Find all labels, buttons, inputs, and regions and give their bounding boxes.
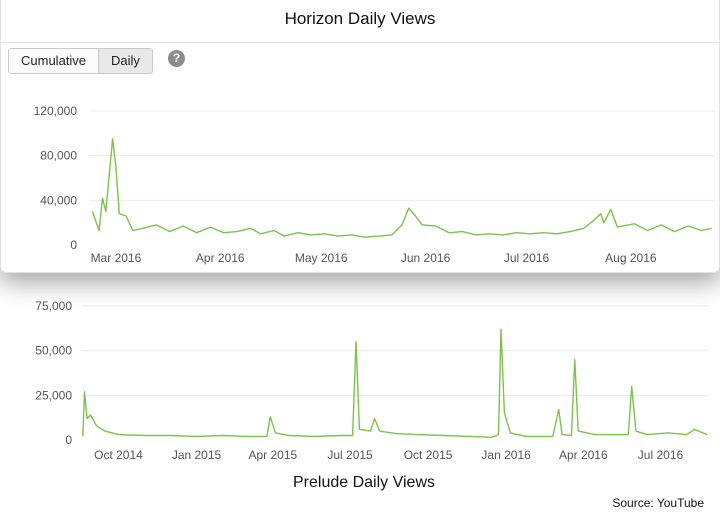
chart-title-prelude: Prelude Daily Views xyxy=(293,474,435,491)
horizon-ytick-label: 0 xyxy=(70,238,77,252)
chart-title-horizon: Horizon Daily Views xyxy=(284,9,436,28)
prelude-xtick-label: Jul 2016 xyxy=(638,448,684,462)
prelude-xtick-label: Jan 2015 xyxy=(172,448,222,462)
tab-daily[interactable]: Daily xyxy=(98,49,152,73)
view-toggle: Cumulative Daily xyxy=(8,48,153,74)
prelude-xtick-label: Oct 2015 xyxy=(404,448,453,462)
horizon-ytick-label: 40,000 xyxy=(40,193,77,207)
source-credit: Source: YouTube xyxy=(612,496,704,510)
prelude-ytick-label: 0 xyxy=(65,433,72,447)
horizon-xtick-label: May 2016 xyxy=(295,251,348,265)
horizon-xtick-label: Mar 2016 xyxy=(91,251,142,265)
prelude-ytick-label: 75,000 xyxy=(35,299,72,313)
prelude-ytick-label: 25,000 xyxy=(35,388,72,402)
prelude-xtick-label: Oct 2014 xyxy=(94,448,143,462)
prelude-xtick-label: Jul 2015 xyxy=(327,448,373,462)
prelude-xtick-label: Apr 2016 xyxy=(559,448,608,462)
horizon-chart-panel: Horizon Daily Views Cumulative Daily ? 0… xyxy=(0,0,720,273)
prelude-xtick-label: Apr 2015 xyxy=(249,448,298,462)
title-divider xyxy=(1,42,719,43)
horizon-xtick-label: Jul 2016 xyxy=(504,251,550,265)
prelude-ytick-label: 50,000 xyxy=(35,344,72,358)
horizon-line-chart: 0 40,000 80,000 120,000 Mar 2016 Apr 2016 May … xyxy=(34,104,715,265)
prelude-xtick-label: Jan 2016 xyxy=(481,448,531,462)
tab-cumulative[interactable]: Cumulative xyxy=(9,49,99,73)
horizon-ytick-label: 120,000 xyxy=(34,104,78,118)
horizon-ytick-label: 80,000 xyxy=(40,149,77,163)
horizon-xtick-label: Aug 2016 xyxy=(605,251,657,265)
question-mark-icon[interactable]: ? xyxy=(168,50,185,67)
prelude-series-line xyxy=(82,328,708,438)
horizon-xtick-label: Jun 2016 xyxy=(401,251,451,265)
horizon-series-line xyxy=(91,138,712,238)
horizon-xtick-label: Apr 2016 xyxy=(196,251,245,265)
